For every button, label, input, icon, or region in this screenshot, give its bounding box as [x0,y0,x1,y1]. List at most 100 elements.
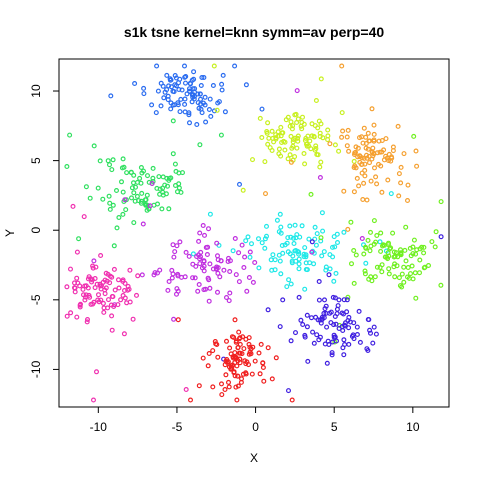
scatter-point [169,267,175,273]
scatter-point [301,251,307,257]
scatter-point [401,264,407,270]
scatter-point [135,273,141,279]
scatter-point [72,289,78,295]
scatter-point [190,251,196,257]
scatter-point [175,317,181,323]
scatter-point [329,352,335,358]
scatter-point [208,113,214,119]
scatter-point [197,142,203,148]
scatter-point [313,97,319,103]
scatter-point [144,207,150,213]
scatter-point [247,249,253,255]
scatter-point [280,297,286,303]
scatter-point [82,297,88,303]
y-tick-label: -10 [29,360,43,378]
scatter-point [308,191,314,197]
scatter-point [282,242,288,248]
scatter-point [87,195,93,201]
scatter-point [74,275,80,281]
scatter-point [139,272,145,278]
scatter-point [160,185,166,191]
scatter-point [152,270,158,276]
scatter-point [399,284,405,290]
scatter-point [353,252,359,258]
scatter-point [289,145,295,151]
scatter-point [287,251,293,257]
scatter-point [210,82,216,88]
scatter-point [107,206,113,212]
scatter-point [332,295,338,301]
scatter-point [321,310,327,316]
scatter-point [220,72,226,78]
scatter-point [190,275,196,281]
scatter-point [333,270,339,276]
scatter-point [165,93,171,99]
scatter-point [215,354,221,360]
x-tick-label: -10 [90,420,108,434]
scatter-point [206,106,212,112]
scatter-point [188,397,194,403]
scatter-point [172,161,178,167]
scatter-point [210,384,216,390]
scatter-point [353,144,359,150]
scatter-point [243,336,249,342]
scatter-point [105,305,111,311]
scatter-point [159,206,165,212]
scatter-point [429,239,435,245]
scatter-point [401,279,407,285]
scatter-point [288,338,294,344]
scatter-point [354,332,360,338]
scatter-point [294,119,300,125]
scatter-point [154,185,160,191]
scatter-point [128,170,134,176]
scatter-point [361,125,367,131]
scatter-point [222,109,228,115]
scatter-point [398,180,404,186]
scatter-point [336,148,342,154]
scatter-point [123,207,129,213]
scatter-point [388,191,394,197]
scatter-point [202,94,208,100]
scatter-point [438,234,444,240]
scatter-point [170,151,176,157]
scatter-point [131,172,137,178]
scatter-point [354,324,360,330]
scatter-point [346,341,352,347]
scatter-point [134,292,140,298]
scatter-point [268,257,274,263]
x-axis-label: X [250,451,258,465]
scatter-point [329,350,335,356]
scatter-point [316,279,322,285]
scatter-point [262,159,268,165]
scatter-point [265,307,271,313]
scatter-point [240,187,246,193]
scatter-point [145,203,151,209]
scatter-point [414,163,420,169]
scatter-point [344,134,350,140]
scatter-point [294,232,300,238]
scatter-point [182,96,188,102]
scatter-point [234,363,240,369]
scatter-point [379,189,385,195]
scatter-point [371,122,377,128]
scatter-point [363,260,369,266]
scatter-point [332,314,338,320]
scatter-point [140,221,146,227]
scatter-point [112,287,118,293]
scatter-point [351,320,357,326]
scatter-point [197,261,203,267]
scatter-point [222,387,228,393]
scatter-point [303,267,309,273]
scatter-point [377,149,383,155]
scatter-point [278,271,284,277]
scatter-point [341,297,347,303]
scatter-point [263,191,269,197]
scatter-point [91,143,97,149]
scatter-point [136,198,142,204]
scatter-point [331,322,337,328]
scatter-point [325,127,331,133]
scatter-point [200,223,206,229]
scatter-point [296,261,302,267]
scatter-point [373,239,379,245]
scatter-point [235,383,241,389]
